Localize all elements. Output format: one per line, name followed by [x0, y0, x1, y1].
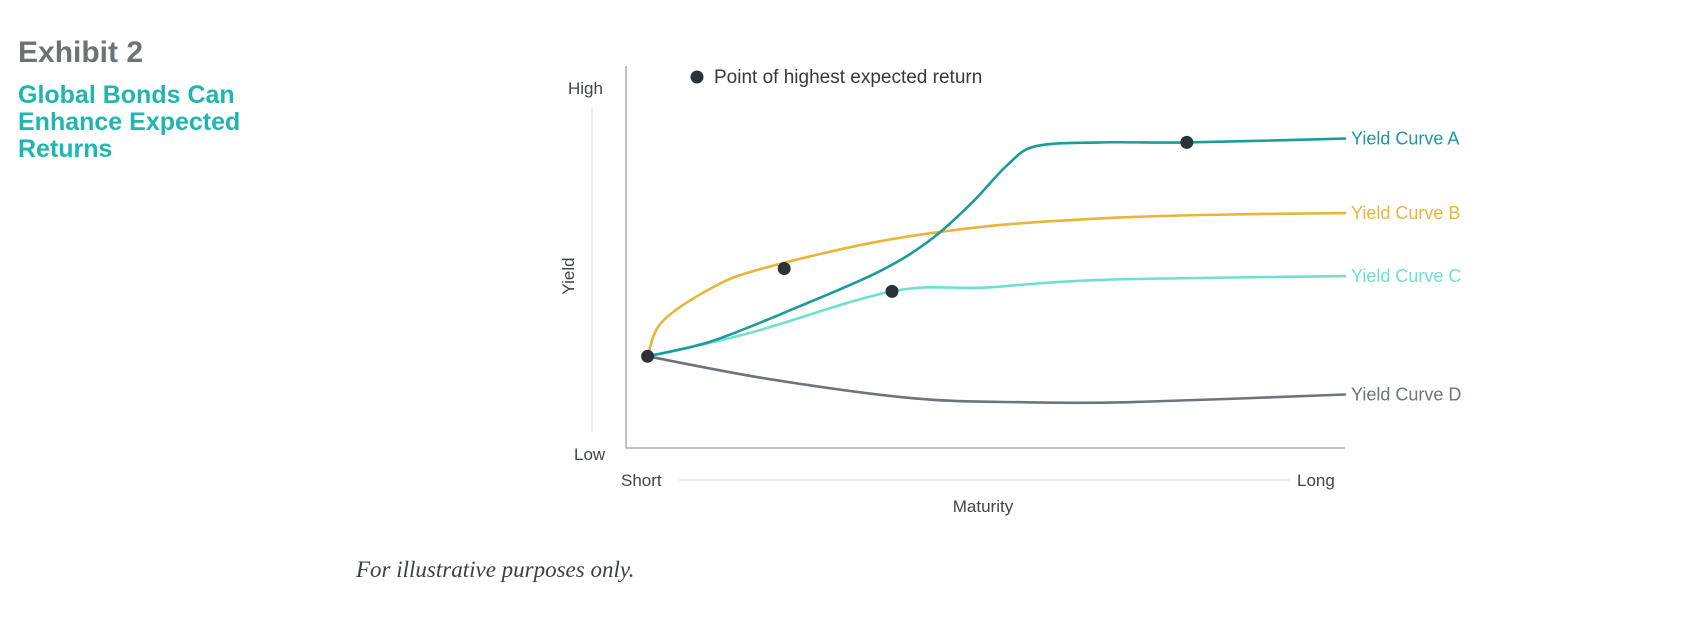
yield-curve-c-highest-return-point	[885, 284, 899, 298]
y-axis-title: Yield	[559, 257, 578, 294]
yield-curve-b-label: Yield Curve B	[1351, 203, 1460, 223]
yield-curve-b-highest-return-point	[777, 262, 791, 275]
y-tick-label-high: High	[568, 79, 603, 98]
series-label-layer: Yield Curve A Yield Curve B Yield Curve C Y…	[1351, 129, 1461, 405]
series-layer	[646, 137, 1347, 405]
x-tick-label-short: Short	[621, 471, 662, 490]
chart-legend: Point of highest expected return	[690, 67, 982, 88]
yield-curve-chart: Point of highest expected return High Lo…	[559, 66, 1461, 516]
yield-curve-a-line	[646, 137, 1347, 358]
footnote: For illustrative purposes only.	[356, 557, 635, 582]
legend-label: Point of highest expected return	[714, 67, 982, 88]
yield-curve-d-label: Yield Curve D	[1351, 385, 1461, 405]
page-title: Global Bonds Can Enhance Expected Return…	[18, 81, 241, 163]
x-axis-title: Maturity	[953, 497, 1014, 516]
yield-curve-a-label: Yield Curve A	[1351, 129, 1459, 149]
legend-marker	[690, 70, 704, 84]
yield-curve-a-highest-return-point	[1180, 135, 1194, 149]
yield-curve-d-line	[646, 355, 1347, 405]
exhibit-label: Exhibit 2	[18, 36, 144, 69]
marker-layer	[641, 135, 1194, 363]
origin-point	[641, 349, 655, 363]
x-tick-label-long: Long	[1297, 471, 1335, 490]
yield-curve-c-label: Yield Curve C	[1351, 266, 1461, 286]
yield-curve-b-line	[646, 211, 1347, 358]
yield-curve-c-line	[646, 274, 1347, 358]
y-tick-label-low: Low	[574, 445, 606, 464]
